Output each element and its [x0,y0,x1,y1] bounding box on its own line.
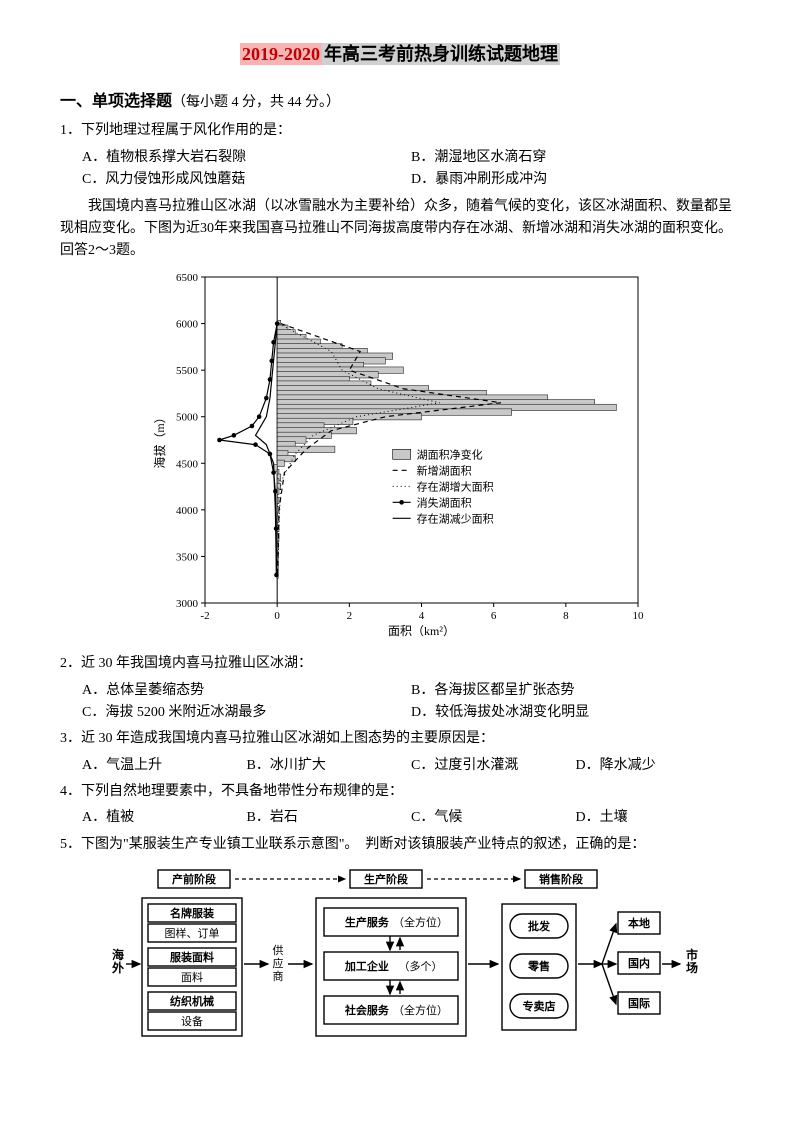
svg-text:2: 2 [347,610,353,622]
q1-C: C．风力侵蚀形成风蚀蘑菇 [82,169,411,191]
svg-text:市: 市 [686,947,698,962]
q4-options: A．植被 B．岩石 C．气候 D．土壤 [82,807,740,829]
svg-text:销售阶段: 销售阶段 [539,872,583,886]
q2-stem: 2．近 30 年我国境内喜马拉雅山区冰湖： [60,653,740,675]
svg-text:外: 外 [112,960,124,975]
q2-B: B．各海拔区都呈扩张态势 [411,680,740,702]
section-1-title: 一、单项选择题 [60,93,172,110]
svg-text:服装面料: 服装面料 [170,950,214,964]
section-1-note: （每小题 4 分，共 44 分。） [172,95,340,110]
q1-stem: 1．下列地理过程属于风化作用的是： [60,120,740,142]
q1-A: A．植物根系撑大岩石裂隙 [82,147,411,169]
svg-text:存在湖增大面积: 存在湖增大面积 [417,479,494,493]
svg-text:专卖店: 专卖店 [523,999,556,1013]
q3-A: A．气温上升 [82,755,247,777]
diagram-container: 产前阶段 生产阶段 销售阶段名牌服装图样、订单服装面料面料纺织机械设备 海外 供应商 生产… [60,864,740,1062]
q1-B: B．潮湿地区水滴石穿 [411,147,740,169]
q2-C: C．海拔 5200 米附近冰湖最多 [82,702,411,724]
svg-text:生产阶段: 生产阶段 [364,872,408,886]
svg-text:（全方位）: （全方位） [393,915,448,929]
q4-C: C．气候 [411,807,576,829]
svg-text:图样、订单: 图样、订单 [165,926,220,940]
industry-diagram: 产前阶段 生产阶段 销售阶段名牌服装图样、订单服装面料面料纺织机械设备 海外 供应商 生产… [90,864,710,1054]
q3-D: D．降水减少 [576,755,741,777]
svg-text:国内: 国内 [628,956,650,970]
svg-text:0: 0 [274,610,280,622]
q3-C: C．过度引水灌溉 [411,755,576,777]
svg-text:5000: 5000 [176,411,199,423]
svg-text:消失湖面积: 消失湖面积 [417,495,472,509]
q5-stem: 5．下图为"某服装生产专业镇工业联系示意图"。 判断对该镇服装产业特点的叙述，正… [60,834,740,856]
q3-B: B．冰川扩大 [247,755,412,777]
svg-text:纺织机械: 纺织机械 [170,994,214,1008]
svg-text:本地: 本地 [628,916,650,930]
svg-text:新增湖面积: 新增湖面积 [417,463,472,477]
section-1-head: 一、单项选择题（每小题 4 分，共 44 分。） [60,89,740,115]
svg-text:海拔（m）: 海拔（m） [152,411,167,468]
svg-text:3000: 3000 [176,598,199,610]
svg-text:设备: 设备 [181,1014,203,1028]
svg-text:10: 10 [633,610,645,622]
svg-text:4500: 4500 [176,458,199,470]
title-rest: 年高三考前热身训练试题地理 [322,43,560,65]
q1-options: A．植物根系撑大岩石裂隙 B．潮湿地区水滴石穿 C．风力侵蚀形成风蚀蘑菇 D．暴… [82,147,740,192]
svg-text:批发: 批发 [528,919,551,933]
q2-A: A．总体呈萎缩态势 [82,680,411,702]
svg-text:零售: 零售 [527,959,550,973]
svg-text:加工企业: 加工企业 [344,959,389,973]
page-title: 2019-2020年高三考前热身训练试题地理 [60,40,740,69]
svg-text:名牌服装: 名牌服装 [170,906,214,920]
svg-text:海: 海 [112,947,124,962]
svg-text:社会服务: 社会服务 [344,1003,390,1017]
q4-B: B．岩石 [247,807,412,829]
svg-text:供: 供 [273,943,284,957]
q2-options: A．总体呈萎缩态势 B．各海拔区都呈扩张态势 C．海拔 5200 米附近冰湖最多… [82,680,740,725]
q2-D: D．较低海拔处冰湖变化明显 [411,702,740,724]
svg-text:8: 8 [563,610,569,622]
svg-text:场: 场 [686,961,698,975]
svg-text:应: 应 [273,956,284,970]
ice-lake-chart: -2 0 2 4 6 8 10 面积（km²） 3000 3500 4000 4500 5000 5500… [150,269,650,639]
svg-text:6000: 6000 [176,318,199,330]
svg-text:6: 6 [491,610,497,622]
svg-text:4: 4 [419,610,425,622]
q4-D: D．土壤 [576,807,741,829]
svg-text:5500: 5500 [176,365,199,377]
svg-text:商: 商 [273,969,284,983]
q4-A: A．植被 [82,807,247,829]
chart-container: -2 0 2 4 6 8 10 面积（km²） 3000 3500 4000 4500 5000 5500… [60,269,740,647]
svg-text:产前阶段: 产前阶段 [172,872,216,886]
svg-text:国际: 国际 [628,996,650,1010]
svg-text:4000: 4000 [176,505,199,517]
svg-text:（多个）: （多个） [398,959,442,973]
svg-text:面料: 面料 [181,970,203,984]
svg-text:（全方位）: （全方位） [393,1003,448,1017]
q3-stem: 3．近 30 年造成我国境内喜马拉雅山区冰湖如上图态势的主要原因是： [60,728,740,750]
svg-text:面积（km²）: 面积（km²） [388,624,455,638]
svg-text:-2: -2 [200,610,209,622]
svg-text:3500: 3500 [176,551,199,563]
title-year: 2019-2020 [240,43,322,65]
svg-text:湖面积净变化: 湖面积净变化 [417,447,483,461]
svg-text:6500: 6500 [176,272,199,284]
svg-text:存在湖减少面积: 存在湖减少面积 [417,511,494,525]
svg-text:生产服务: 生产服务 [345,915,390,929]
passage-1: 我国境内喜马拉雅山区冰湖（以冰雪融水为主要补给）众多，随着气候的变化，该区冰湖面… [60,196,740,263]
q1-D: D．暴雨冲刷形成冲沟 [411,169,740,191]
q4-stem: 4．下列自然地理要素中，不具备地带性分布规律的是： [60,781,740,803]
q3-options: A．气温上升 B．冰川扩大 C．过度引水灌溉 D．降水减少 [82,755,740,777]
